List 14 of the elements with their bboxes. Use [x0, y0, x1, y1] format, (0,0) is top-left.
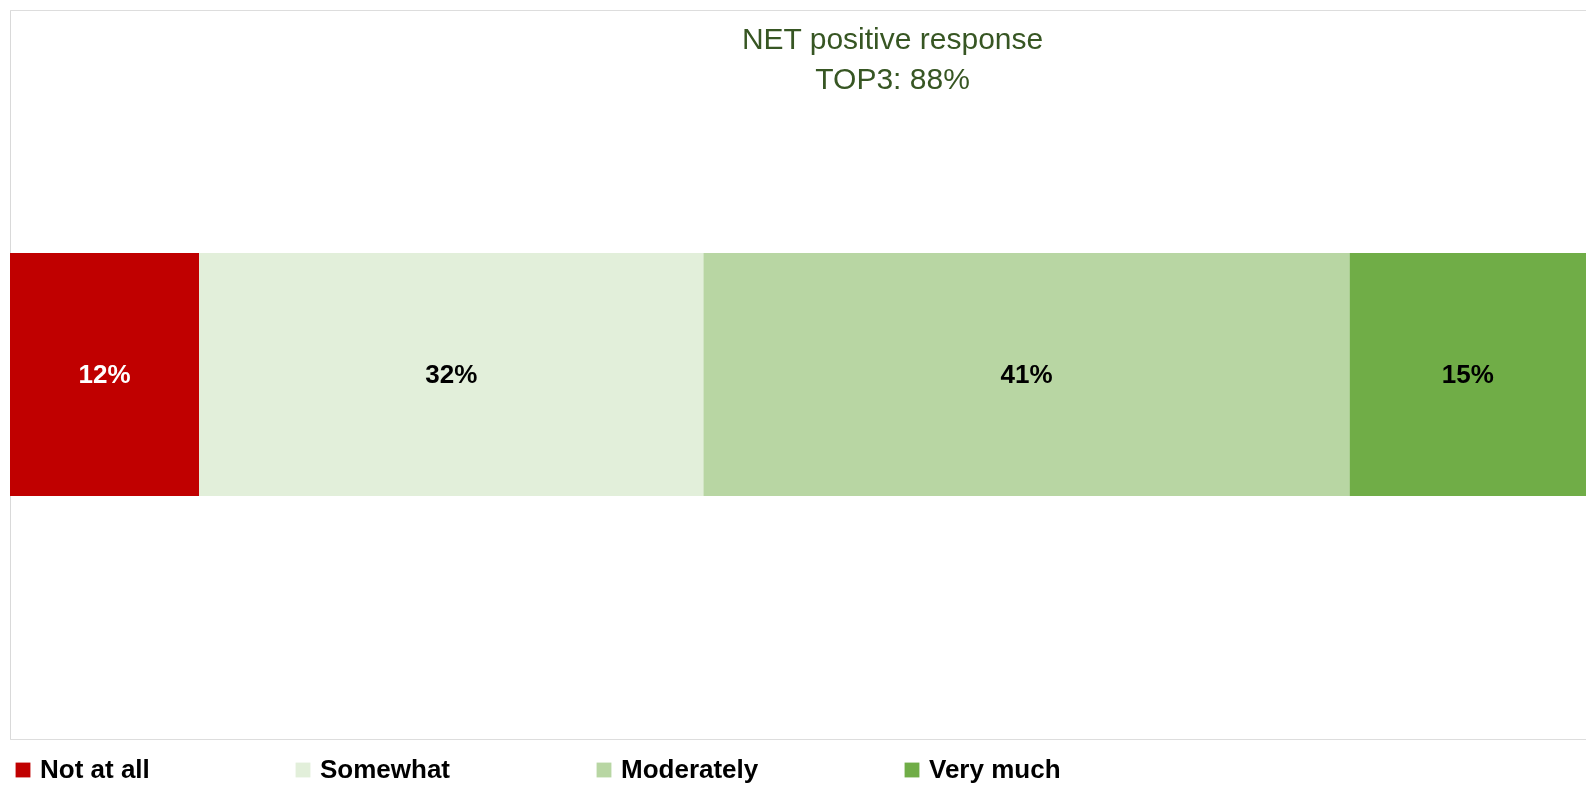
data-label: 12% — [78, 358, 131, 389]
data-label: 32% — [425, 358, 478, 389]
bar — [199, 253, 704, 496]
bar — [10, 253, 200, 496]
text: TOP3: 88% — [815, 62, 970, 95]
data-label: 15% — [1441, 358, 1494, 389]
legend-label: Not at all — [40, 754, 150, 784]
bar — [703, 253, 1350, 496]
legend-label: Somewhat — [320, 754, 451, 784]
data-label: 41% — [1000, 358, 1053, 389]
legend-label: Very much — [929, 754, 1061, 784]
bar — [1349, 253, 1586, 496]
text: NET positive response — [741, 22, 1044, 55]
legend-label: Moderately — [621, 754, 759, 784]
